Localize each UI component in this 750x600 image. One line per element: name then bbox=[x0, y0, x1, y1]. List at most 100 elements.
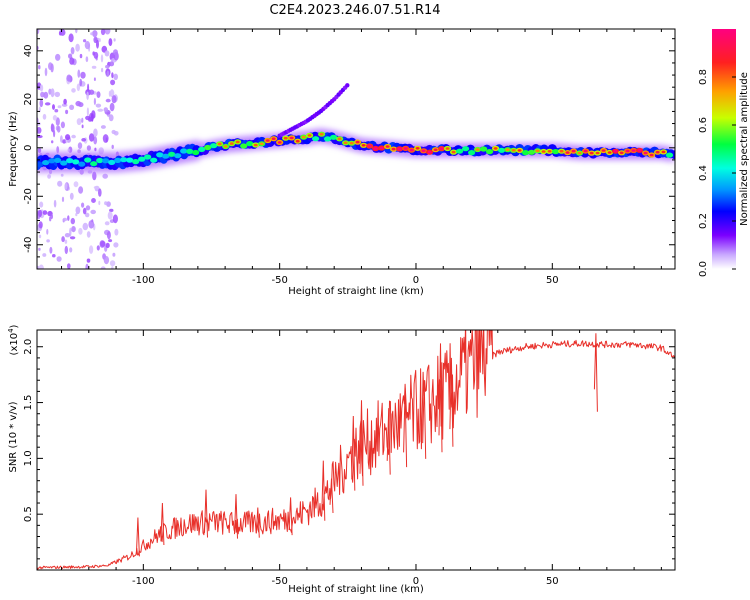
y-tick-label: 40 bbox=[23, 44, 34, 57]
ridge-peak-blob bbox=[409, 148, 414, 152]
ridge-peak-blob bbox=[565, 151, 570, 154]
noise-speck bbox=[57, 105, 62, 109]
x-tick-label: -50 bbox=[271, 275, 287, 286]
ridge-peak-blob bbox=[229, 142, 234, 145]
noise-speck bbox=[38, 264, 44, 269]
ridge-peak-blob bbox=[259, 142, 264, 146]
snr-spike bbox=[160, 502, 165, 546]
noise-speck bbox=[65, 109, 69, 115]
snr-spike bbox=[321, 460, 326, 521]
snr-scale-label: (x104) bbox=[7, 324, 20, 355]
ridge-core-blob bbox=[246, 141, 254, 147]
noise-speck bbox=[80, 71, 86, 79]
ridge-core-blob bbox=[168, 151, 176, 157]
noise-speck bbox=[64, 233, 71, 238]
noise-speck bbox=[76, 83, 81, 92]
noise-speck bbox=[95, 103, 102, 108]
ridge-peak-blob bbox=[223, 145, 228, 148]
ridge-core-blob bbox=[186, 148, 194, 154]
noise-speck bbox=[94, 147, 97, 152]
snr-spike bbox=[386, 408, 391, 475]
ridge-core-blob bbox=[84, 157, 92, 163]
noise-speck bbox=[88, 220, 95, 229]
ridge-peak-blob bbox=[301, 135, 306, 139]
x-tick-label: -100 bbox=[132, 576, 155, 587]
noise-speck bbox=[98, 200, 101, 206]
noise-speck bbox=[90, 209, 96, 215]
snr-spike bbox=[422, 380, 427, 459]
ridge-peak-blob bbox=[433, 148, 438, 151]
ridge-peak-blob bbox=[277, 141, 282, 144]
noise-speck bbox=[92, 171, 97, 181]
noise-speck bbox=[93, 77, 96, 81]
ridge-peak-blob bbox=[385, 145, 390, 148]
ridge-peak-blob bbox=[571, 149, 576, 153]
spectrogram-xlabel: Height of straight line (km) bbox=[288, 286, 424, 297]
noise-speck bbox=[93, 51, 99, 59]
noise-speck bbox=[112, 252, 116, 257]
noise-speck bbox=[85, 212, 90, 218]
noise-speck bbox=[46, 228, 49, 235]
branch-blob bbox=[345, 83, 350, 88]
noise-speck bbox=[86, 258, 91, 263]
x-tick-label: 50 bbox=[546, 275, 559, 286]
noise-speck bbox=[109, 61, 115, 67]
ridge-peak-blob bbox=[475, 148, 480, 151]
ridge-core-blob bbox=[456, 148, 464, 154]
noise-speck bbox=[87, 83, 90, 92]
noise-speck bbox=[111, 266, 114, 269]
ridge-core-blob bbox=[48, 158, 56, 164]
y-tick-label: 1.0 bbox=[23, 450, 34, 466]
noise-speck bbox=[65, 134, 71, 141]
noise-speck bbox=[75, 29, 78, 34]
noise-speck bbox=[44, 102, 51, 106]
noise-speck bbox=[97, 108, 104, 112]
ridge-core-blob bbox=[192, 149, 200, 156]
noise-speck bbox=[101, 67, 104, 73]
snr-spike bbox=[234, 494, 238, 539]
noise-speck bbox=[111, 95, 117, 104]
noise-speck bbox=[58, 31, 62, 36]
ridge-peak-blob bbox=[589, 151, 594, 155]
ridge-core-blob bbox=[54, 157, 62, 163]
y-tick-label: -40 bbox=[23, 237, 34, 253]
ridge-core-blob bbox=[180, 148, 188, 154]
ridge-core-blob bbox=[102, 158, 110, 164]
noise-speck bbox=[67, 148, 70, 152]
ridge-core-blob bbox=[108, 159, 116, 165]
spectrogram-image bbox=[37, 29, 675, 269]
ridge-core-blob bbox=[480, 146, 488, 152]
noise-speck bbox=[68, 33, 74, 43]
noise-speck bbox=[88, 89, 95, 95]
ridge-core-blob bbox=[198, 146, 206, 152]
noise-speck bbox=[70, 217, 76, 225]
noise-speck bbox=[96, 39, 99, 49]
noise-speck bbox=[104, 29, 111, 35]
noise-speck bbox=[38, 65, 41, 70]
noise-speck bbox=[100, 54, 104, 63]
noise-speck bbox=[110, 79, 116, 86]
ridge-core-blob bbox=[132, 159, 140, 165]
ridge-peak-blob bbox=[451, 150, 456, 154]
noise-speck bbox=[105, 98, 111, 103]
ridge-peak-blob bbox=[307, 134, 312, 137]
noise-speck bbox=[71, 226, 76, 233]
ridge-peak-blob bbox=[343, 141, 348, 145]
y-tick-label: 20 bbox=[23, 93, 34, 106]
noise-speck bbox=[75, 206, 81, 215]
noise-speck bbox=[96, 245, 100, 251]
noise-speck bbox=[60, 135, 63, 143]
noise-speck bbox=[109, 102, 115, 112]
noise-speck bbox=[52, 115, 58, 121]
ridge-peak-blob bbox=[403, 147, 408, 150]
noise-speck bbox=[85, 56, 89, 63]
ridge-peak-blob bbox=[613, 149, 618, 153]
ridge-peak-blob bbox=[577, 151, 582, 155]
noise-speck bbox=[83, 39, 87, 43]
ridge-peak-blob bbox=[445, 147, 450, 150]
noise-speck bbox=[55, 117, 60, 126]
ridge-peak-blob bbox=[655, 150, 660, 154]
ridge-peak-blob bbox=[637, 149, 642, 152]
noise-speck bbox=[57, 180, 63, 187]
